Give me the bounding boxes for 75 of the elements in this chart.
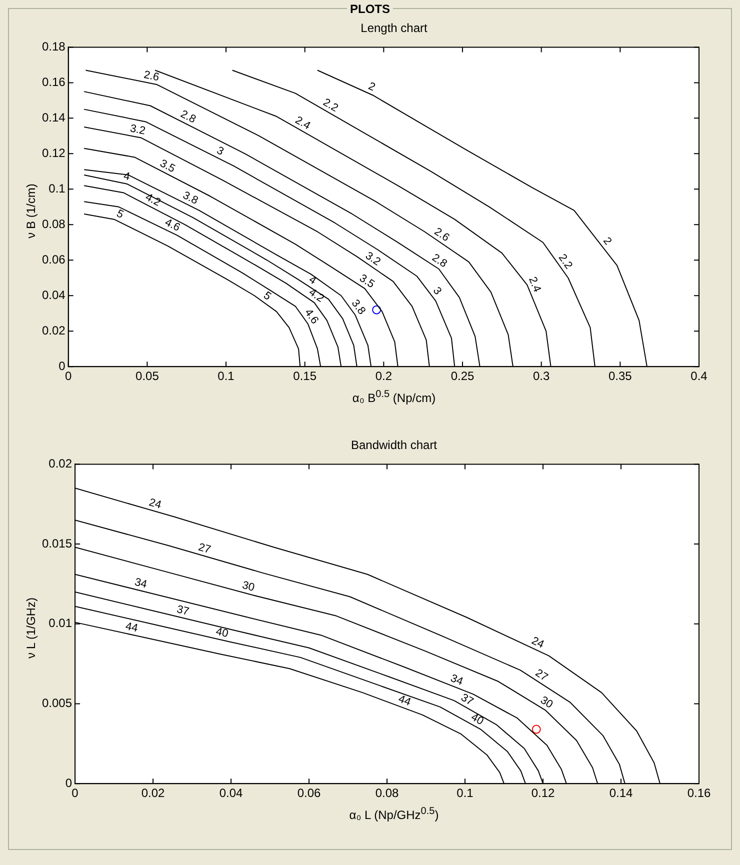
x-tick-label: 0.05 bbox=[136, 369, 160, 384]
text: 3.5 bbox=[357, 272, 376, 291]
text: 2.6 bbox=[432, 226, 452, 244]
x-tick-label: 0.1 bbox=[218, 369, 235, 384]
text: PLOTS bbox=[346, 2, 393, 16]
x-tick-label: 0.16 bbox=[687, 786, 711, 800]
text: 5 bbox=[261, 290, 274, 303]
text: 40 bbox=[214, 626, 230, 640]
x-tick-label: 0.2 bbox=[375, 369, 392, 384]
text: 34 bbox=[133, 576, 148, 591]
y-tick-label: 0.02 bbox=[42, 323, 66, 338]
text: 44 bbox=[396, 693, 412, 709]
y-tick-label: 0.1 bbox=[48, 181, 66, 196]
y-tick-label: 0 bbox=[58, 358, 66, 373]
text: 4 bbox=[306, 274, 318, 288]
text: 3 bbox=[430, 285, 444, 298]
text: 2.8 bbox=[178, 108, 198, 126]
y-tick-label: 0 bbox=[65, 776, 72, 790]
y-tick-label: 0.04 bbox=[42, 288, 66, 302]
text: 2.4 bbox=[293, 114, 312, 132]
text: 5 bbox=[114, 208, 126, 222]
y-tick-label: 0.015 bbox=[42, 536, 72, 550]
text: 37 bbox=[176, 604, 190, 618]
text: 37 bbox=[458, 692, 476, 708]
text: 30 bbox=[538, 694, 555, 711]
x-axis-title: α₀ B$^{0.5}$ (Np/cm) bbox=[351, 389, 437, 405]
text: 2.8 bbox=[430, 252, 450, 270]
x-axis-title: α₀ L (Np/GHz$^{0.5}$) bbox=[348, 806, 440, 822]
x-tick-label: 0.14 bbox=[609, 786, 634, 800]
x-tick-label: 0.04 bbox=[219, 786, 244, 800]
text: 3.8 bbox=[348, 298, 368, 318]
text: 4.6 bbox=[162, 216, 182, 234]
text: 3 bbox=[214, 144, 226, 158]
y-tick-label: 0.02 bbox=[48, 456, 72, 471]
x-tick-label: 0.35 bbox=[608, 369, 632, 384]
y-tick-label: 0.06 bbox=[42, 252, 66, 266]
x-tick-label: 0.02 bbox=[141, 786, 166, 800]
x-tick-label: 0.1 bbox=[456, 786, 474, 800]
x-tick-label: 0.15 bbox=[293, 369, 317, 384]
text: 34 bbox=[448, 672, 465, 688]
text: 3.5 bbox=[158, 158, 177, 176]
x-tick-label: 0.25 bbox=[450, 369, 475, 384]
text: 40 bbox=[468, 711, 486, 728]
text: 3.2 bbox=[363, 250, 382, 268]
text: 27 bbox=[196, 541, 212, 556]
text: 30 bbox=[240, 579, 256, 594]
text: 44 bbox=[124, 620, 139, 635]
text: 4.6 bbox=[302, 306, 321, 326]
text: 27 bbox=[532, 667, 550, 684]
y-tick-label: 0.01 bbox=[48, 616, 72, 630]
text: 24 bbox=[530, 634, 546, 651]
text: 2 bbox=[366, 80, 377, 94]
text: 3.2 bbox=[129, 122, 146, 138]
y-axis-title: ν L (1/GHz) bbox=[24, 598, 38, 658]
y-tick-label: 0.08 bbox=[42, 216, 66, 231]
text: 2.6 bbox=[142, 68, 160, 84]
text: 3.8 bbox=[180, 189, 200, 207]
text: 24 bbox=[148, 496, 163, 512]
x-tick-label: 0.4 bbox=[690, 369, 708, 384]
text: 2.4 bbox=[526, 275, 543, 294]
y-tick-label: 0.14 bbox=[42, 110, 66, 124]
text: 2 bbox=[600, 235, 614, 248]
y-tick-label: 0.12 bbox=[42, 146, 66, 160]
y-tick-label: 0.18 bbox=[42, 40, 66, 54]
x-tick-label: 0.3 bbox=[532, 369, 550, 384]
x-tick-label: 0.06 bbox=[297, 786, 322, 800]
chart-title: Bandwidth chart bbox=[350, 438, 438, 454]
y-tick-label: 0.005 bbox=[42, 696, 72, 710]
chart-title: Length chart bbox=[360, 21, 428, 37]
y-tick-label: 0.16 bbox=[42, 75, 66, 89]
text: 2.2 bbox=[320, 96, 340, 115]
y-axis-title: ν B (1/cm) bbox=[24, 184, 38, 238]
x-tick-label: 0.08 bbox=[375, 786, 400, 800]
x-tick-label: 0.12 bbox=[531, 786, 556, 800]
text: 2.2 bbox=[556, 252, 575, 272]
